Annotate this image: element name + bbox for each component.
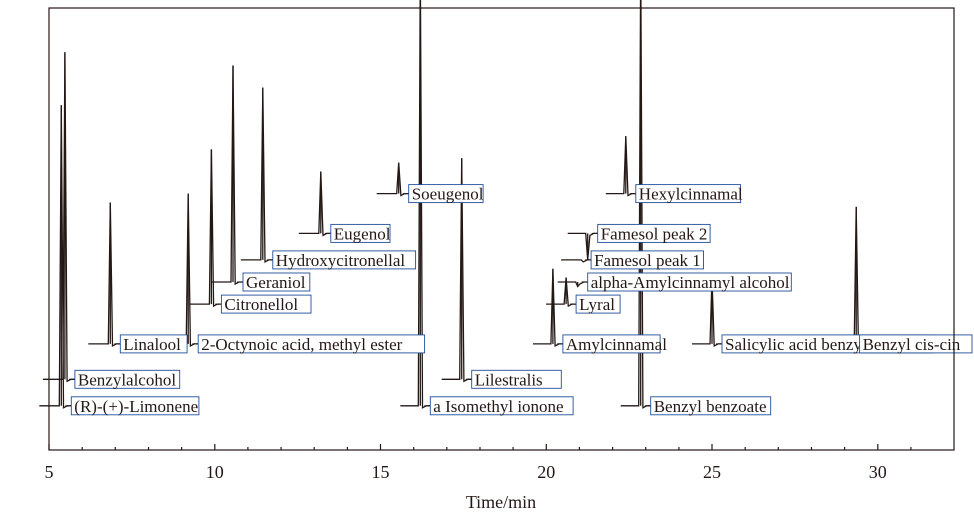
peak-label-lyral: Lyral: [579, 295, 615, 314]
trace-line: [88, 193, 871, 347]
peak-label-benzyl-cis-cin: Benzyl cis-cin: [863, 335, 961, 354]
peak-label-hydroxycitronellal: Hydroxycitronellal: [276, 251, 406, 270]
x-axis-title: Time/min: [466, 492, 536, 512]
x-tick-label-20: 20: [537, 462, 555, 482]
peak-label-famesol-peak-1: Famesol peak 1: [594, 251, 701, 270]
peak-label-lilestralis: Lilestralis: [475, 370, 543, 389]
x-tick-label-10: 10: [206, 462, 224, 482]
peak-label-linalool: Linalool: [123, 335, 181, 354]
peak-label-box: [74, 369, 181, 389]
peak-label-eugenol: Eugenol: [334, 224, 391, 243]
peak-label-a-isomethyl-ionone: a Isomethyl ionone: [433, 397, 563, 416]
peak-label-benzyl-benzoate: Benzyl benzoate: [654, 397, 767, 416]
x-axis-ticks: 5 10 15 20 25 30: [45, 444, 912, 482]
x-tick-label-15: 15: [372, 462, 390, 482]
peak-label-salicylic-acid-benzyl-ester: Salicylic acid benzyl ester: [725, 335, 903, 354]
peak-label-box: [590, 250, 704, 270]
peak-label-r-limonene: (R)-(+)-Limonene: [74, 397, 198, 416]
x-tick-label-25: 25: [703, 462, 721, 482]
peak-label-box: [70, 396, 200, 416]
peak-label-box: [197, 334, 426, 354]
peak-label-box: [859, 334, 973, 354]
peak-label-box: [575, 294, 621, 314]
peak-label-box: [330, 223, 391, 243]
peak-label-box: [471, 369, 562, 389]
peak-label-alpha-amylcinnamyl-alcohol: alpha-Amylcinnamyl alcohol: [591, 273, 790, 292]
peak-label-box: [272, 250, 417, 270]
peak-label-box: [635, 184, 742, 204]
peak-label-citronellol: Citronellol: [224, 295, 298, 314]
peak-label-box: [119, 334, 188, 354]
trace-line: [240, 87, 596, 263]
peak-label-hexylcinnamal: Hexylcinnamal: [639, 185, 743, 204]
x-tick-label-30: 30: [869, 462, 887, 482]
plot-frame: [48, 7, 955, 451]
peak-label-box: [597, 223, 711, 243]
peak-label-famesol-peak-2: Famesol peak 2: [601, 224, 708, 243]
peak-labels: (R)-(+)-Limonene a Isomethyl ionone Benzyl…: [65, 184, 973, 416]
peak-label-box: [650, 396, 772, 416]
peak-label-2-octynoic-acid-methyl-ester: 2-Octynoic acid, methyl ester: [201, 335, 402, 354]
peak-label-box: [242, 272, 311, 292]
peak-label-box: [408, 184, 484, 204]
peak-label-benzylalcohol: Benzylalcohol: [78, 370, 176, 389]
peak-label-box: [429, 396, 574, 416]
peak-label-box: [587, 272, 792, 292]
peak-label-box: [562, 334, 661, 354]
peak-label-box: [220, 294, 312, 314]
peak-label-soeugenol: Soeugenol: [412, 185, 484, 204]
x-tick-label-5: 5: [45, 462, 54, 482]
peak-label-amylcinnamal: Amylcinnamal: [566, 335, 667, 354]
peak-label-geraniol: Geraniol: [246, 273, 306, 292]
